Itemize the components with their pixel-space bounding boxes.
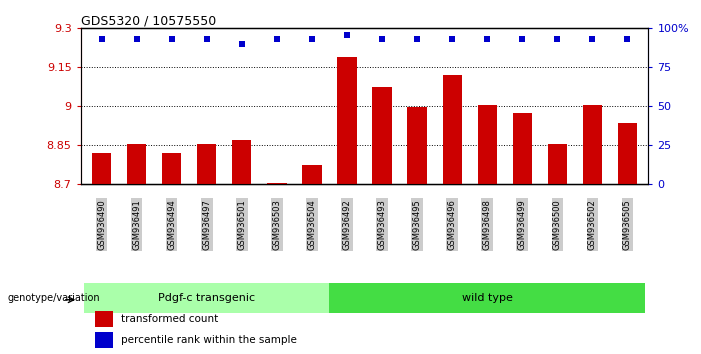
Point <box>271 36 283 42</box>
Point <box>622 36 633 42</box>
Text: GSM936497: GSM936497 <box>203 199 211 250</box>
Text: GSM936498: GSM936498 <box>483 199 491 250</box>
Text: GSM936491: GSM936491 <box>132 199 141 250</box>
Bar <box>407 108 427 184</box>
Bar <box>372 87 392 184</box>
Bar <box>95 332 113 348</box>
Text: wild type: wild type <box>462 293 512 303</box>
Text: GSM936496: GSM936496 <box>448 199 456 250</box>
Point <box>306 36 318 42</box>
Text: transformed count: transformed count <box>121 314 218 324</box>
Bar <box>337 57 357 184</box>
Bar <box>92 153 111 184</box>
Text: GSM936502: GSM936502 <box>588 199 597 250</box>
Bar <box>162 153 182 184</box>
Point <box>517 36 528 42</box>
Point <box>341 32 353 38</box>
Text: genotype/variation: genotype/variation <box>7 293 100 303</box>
Bar <box>302 165 322 184</box>
Point <box>482 36 493 42</box>
Point <box>587 36 598 42</box>
Text: GSM936505: GSM936505 <box>623 199 632 250</box>
Bar <box>477 105 497 184</box>
Point <box>131 36 142 42</box>
Text: GSM936499: GSM936499 <box>518 199 526 250</box>
Text: GSM936493: GSM936493 <box>378 199 386 250</box>
Point <box>552 36 563 42</box>
Bar <box>442 75 462 184</box>
Text: Pdgf-c transgenic: Pdgf-c transgenic <box>158 293 255 303</box>
Point <box>376 36 388 42</box>
Bar <box>84 283 329 313</box>
Bar <box>618 123 637 184</box>
Bar <box>197 144 217 184</box>
Text: percentile rank within the sample: percentile rank within the sample <box>121 335 297 345</box>
Bar <box>127 144 147 184</box>
Point <box>96 36 107 42</box>
Bar <box>583 105 602 184</box>
Point <box>236 41 247 47</box>
Text: GSM936501: GSM936501 <box>238 199 246 250</box>
Text: GSM936495: GSM936495 <box>413 199 421 250</box>
Text: GSM936504: GSM936504 <box>308 199 316 250</box>
Point <box>447 36 458 42</box>
Bar <box>95 311 113 327</box>
Text: GSM936492: GSM936492 <box>343 199 351 250</box>
Point <box>166 36 177 42</box>
Bar <box>267 183 287 184</box>
Bar <box>232 140 252 184</box>
Bar <box>329 283 645 313</box>
Bar <box>512 113 532 184</box>
Text: GSM936500: GSM936500 <box>553 199 562 250</box>
Point <box>411 36 423 42</box>
Text: GSM936503: GSM936503 <box>273 199 281 250</box>
Bar <box>547 144 567 184</box>
Text: GSM936490: GSM936490 <box>97 199 106 250</box>
Text: GDS5320 / 10575550: GDS5320 / 10575550 <box>81 14 216 27</box>
Point <box>201 36 212 42</box>
Text: GSM936494: GSM936494 <box>168 199 176 250</box>
